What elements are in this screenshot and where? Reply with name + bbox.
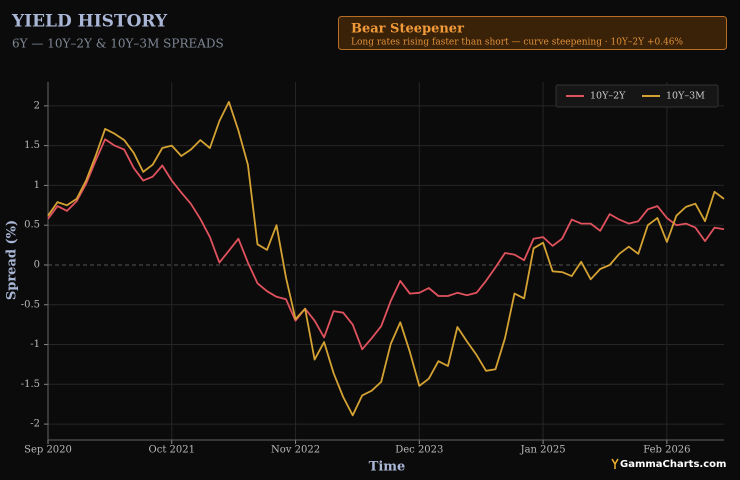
series-line [47, 101, 725, 417]
x-tick-label: Dec 2023 [395, 445, 443, 456]
brand-icon [611, 458, 619, 469]
chart-subtitle: 6Y — 10Y–2Y & 10Y–3M SPREADS [12, 37, 224, 51]
x-tick-label: Oct 2021 [149, 445, 195, 456]
plot-area [48, 82, 724, 440]
y-tick-label: -2 [30, 419, 40, 430]
y-tick-label: 1.5 [24, 140, 40, 151]
y-axis-label: Spread (%) [5, 220, 20, 300]
y-tick-label: -1.5 [21, 379, 40, 390]
annotation-title: Bear Steepener [351, 22, 464, 37]
y-tick-label: 1 [34, 180, 40, 191]
y-tick-label: -0.5 [21, 299, 40, 310]
legend-label: 10Y–3M [666, 91, 705, 102]
annotation-text: Long rates rising faster than short — cu… [351, 38, 684, 48]
x-tick-label: Nov 2022 [271, 445, 320, 456]
brand: GammaCharts.com [620, 459, 726, 470]
legend-box [555, 84, 719, 108]
legend: 10Y–2Y 10Y–3M [555, 84, 719, 108]
annotation-box [338, 16, 727, 50]
x-tick-label: Sep 2020 [24, 445, 72, 456]
series-line [47, 138, 725, 351]
x-tick-label: Jan 2025 [520, 445, 566, 456]
legend-label: 10Y–2Y [590, 91, 626, 102]
x-tick-label: Feb 2026 [643, 445, 690, 456]
y-tick-label: 2 [34, 100, 40, 111]
chart-title: YIELD HISTORY [11, 12, 168, 32]
y-tick-label: 0.5 [24, 220, 40, 231]
x-axis-label: Time [369, 460, 406, 475]
y-tick-label: 0 [34, 259, 40, 270]
y-tick-label: -1 [30, 339, 40, 350]
